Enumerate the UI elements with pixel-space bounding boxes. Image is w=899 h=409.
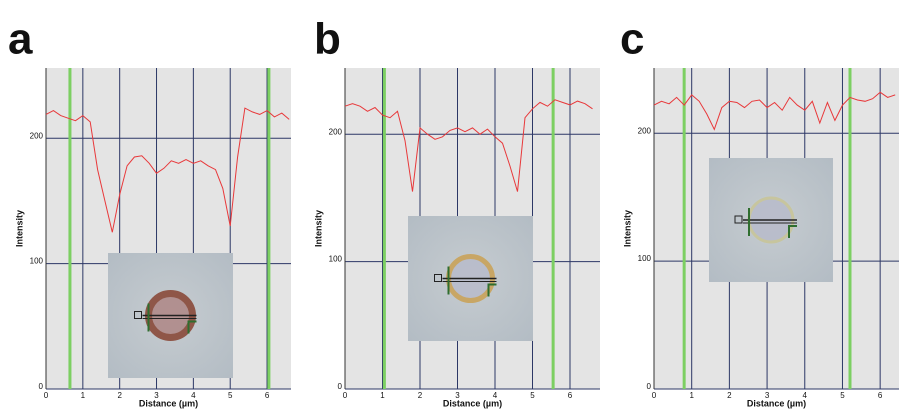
x-axis-label: Distance (µm) (747, 398, 806, 408)
x-tick-label: 2 (418, 391, 423, 400)
x-tick-label: 3 (765, 391, 770, 400)
y-tick-label: 100 (638, 254, 652, 263)
y-tick-label: 0 (39, 382, 44, 391)
x-tick-label: 5 (530, 391, 535, 400)
measure-handle (134, 311, 142, 319)
x-tick-label: 6 (265, 391, 270, 400)
y-tick-label: 200 (638, 126, 652, 135)
panel-label: c (620, 15, 644, 64)
measure-tick (788, 225, 797, 238)
x-tick-label: 4 (803, 391, 808, 400)
x-tick-label: 4 (191, 391, 196, 400)
x-axis-label: Distance (µm) (443, 398, 502, 408)
y-tick-label: 200 (329, 127, 343, 136)
x-tick-label: 6 (878, 391, 883, 400)
intensity-line (344, 99, 593, 192)
x-tick-label: 5 (840, 391, 845, 400)
x-tick-label: 3 (154, 391, 159, 400)
measure-tick (487, 283, 497, 297)
y-axis-label: Intensity (313, 210, 323, 247)
x-tick-label: 6 (568, 391, 573, 400)
x-tick-label: 0 (343, 391, 348, 400)
x-axis-label: Distance (µm) (139, 398, 198, 408)
x-tick-label: 1 (81, 391, 86, 400)
y-tick-label: 100 (30, 257, 44, 266)
x-tick-label: 1 (380, 391, 385, 400)
x-tick-label: 2 (117, 391, 122, 400)
panel-label: b (314, 15, 341, 64)
panel-label: a (8, 15, 33, 64)
y-tick-label: 0 (647, 382, 652, 391)
y-axis-label: Intensity (622, 210, 632, 247)
measure-handle (434, 274, 442, 282)
x-tick-label: 0 (652, 391, 657, 400)
y-tick-label: 200 (30, 131, 44, 140)
y-tick-label: 100 (329, 255, 343, 264)
measure-tick (187, 320, 197, 334)
x-tick-label: 0 (44, 391, 49, 400)
y-axis-label: Intensity (14, 210, 24, 247)
x-tick-label: 1 (689, 391, 694, 400)
y-tick-label: 0 (338, 382, 343, 391)
intensity-line (45, 107, 290, 233)
measure-handle (734, 215, 743, 224)
intensity-line (653, 91, 896, 131)
x-tick-label: 3 (455, 391, 460, 400)
x-tick-label: 2 (727, 391, 732, 400)
x-tick-label: 5 (228, 391, 233, 400)
x-tick-label: 4 (493, 391, 498, 400)
